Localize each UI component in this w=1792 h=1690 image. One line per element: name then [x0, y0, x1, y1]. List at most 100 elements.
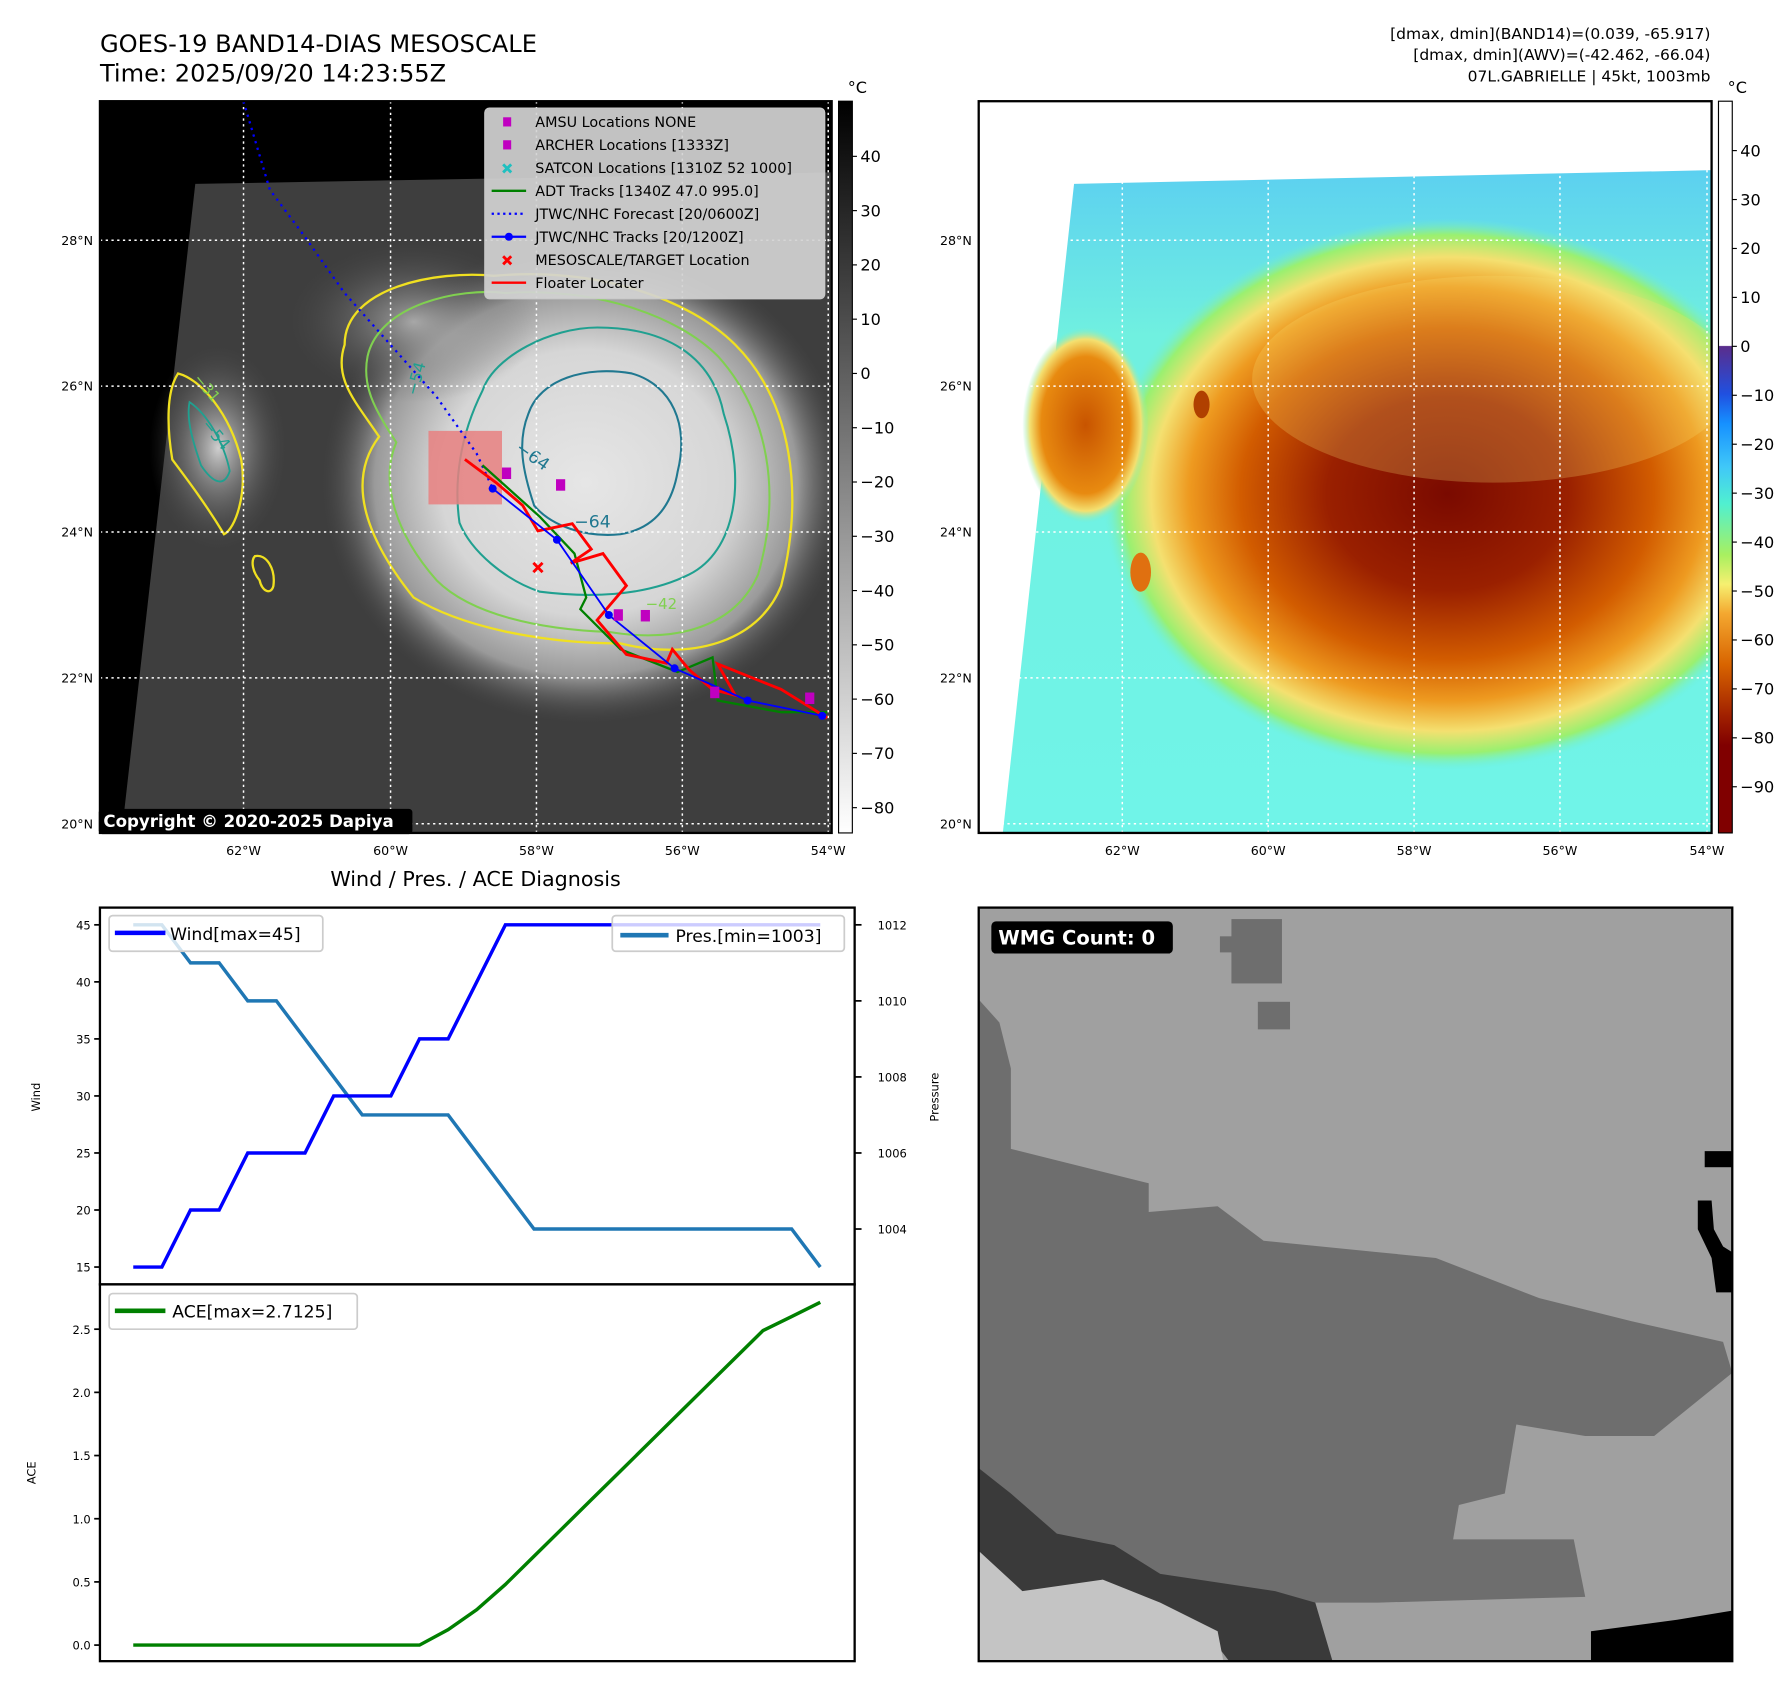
ir-map: −64 −64 −54 −54 −31 −42 Copyright © 2020…: [61, 78, 894, 858]
contour-teal: [456, 326, 737, 596]
colorbar-tick-label: 20: [860, 256, 880, 275]
colorbar-tick-label: −20: [1740, 435, 1774, 454]
archer-location-marker: [501, 467, 512, 480]
figure-title: GOES-19 BAND14-DIAS MESOSCALE: [100, 30, 537, 58]
legend-item: ARCHER Locations [1333Z]: [503, 138, 729, 154]
ace-tick-label: 2.5: [72, 1323, 90, 1337]
contour-west-island-teal: [187, 400, 231, 483]
jtwc-track-point: [743, 696, 752, 705]
colorbar-tick-label: −60: [860, 690, 894, 709]
ir-lon-labels: 62°W 60°W 58°W 56°W 54°W: [226, 843, 846, 858]
ace-series-line: [133, 1300, 822, 1647]
contour-label: −64: [574, 512, 610, 532]
colorbar-tick-label: 40: [1740, 141, 1760, 160]
wind-tick-label: 20: [76, 1204, 91, 1218]
lat-label: 24°N: [61, 525, 93, 540]
copyright-box: [98, 808, 413, 835]
colorbar-tick-label: 0: [1740, 337, 1750, 356]
lon-label: 62°W: [226, 843, 261, 858]
jtwc-track-point: [670, 664, 679, 673]
colorbar-tick-label: 0: [860, 364, 870, 383]
legend-label: Floater Locater: [535, 276, 643, 292]
awv-gridlines: [978, 101, 1712, 833]
wind-tick-label: 45: [76, 918, 91, 932]
legend-label: ARCHER Locations [1333Z]: [535, 138, 729, 154]
storm-tracks: [242, 101, 829, 720]
wind-tick-label: 40: [76, 975, 91, 989]
legend-item: MESOSCALE/TARGET Location: [502, 253, 750, 269]
ace-tick-label: 1.0: [72, 1512, 90, 1526]
colorbar-tick-label: −30: [1740, 484, 1774, 503]
pressure-tick-label: 1008: [878, 1071, 907, 1085]
colorbar-unit: °C: [848, 78, 867, 97]
pressure-tick-label: 1012: [878, 918, 907, 932]
colorbar-tick-label: −40: [1740, 533, 1774, 552]
lon-label: 62°W: [1105, 843, 1140, 858]
legend-item: SATCON Locations [1310Z 52 1000]: [502, 161, 792, 177]
contour-small-cell: [251, 554, 275, 593]
lon-label: 56°W: [665, 843, 700, 858]
stats-band14: [dmax, dmin](BAND14)=(0.039, -65.917): [1390, 25, 1710, 43]
colorbar-tick-label: 40: [860, 147, 880, 166]
lat-label: 26°N: [61, 379, 93, 394]
legend-label: MESOSCALE/TARGET Location: [535, 253, 749, 269]
lat-label: 28°N: [61, 233, 93, 248]
contour-west-island: [167, 372, 244, 536]
legend-label: Pres.[min=1003]: [675, 927, 821, 947]
dot-icon: [504, 232, 513, 241]
colorbar-tick-label: −80: [1740, 729, 1774, 748]
archer-location-marker: [710, 686, 720, 699]
ace-tick-label: 1.5: [72, 1449, 90, 1463]
legend-item: JTWC/NHC Tracks [20/1200Z]: [491, 230, 744, 246]
ace-axis-label: ACE: [25, 1461, 39, 1484]
archer-location-marker: [640, 609, 650, 622]
square-marker-icon: [503, 117, 512, 127]
lon-label: 54°W: [811, 843, 846, 858]
chart-title: Wind / Pres. / ACE Diagnosis: [330, 867, 620, 891]
wmg-count-box: [991, 921, 1173, 954]
colorbar-unit: °C: [1728, 78, 1747, 97]
lat-label: 26°N: [940, 379, 972, 394]
legend-label: ADT Tracks [1340Z 47.0 995.0]: [535, 184, 758, 200]
legend-item: AMSU Locations NONE: [503, 115, 696, 131]
lon-label: 58°W: [1397, 843, 1432, 858]
lat-label: 20°N: [61, 816, 93, 831]
wind-tick-label: 30: [76, 1090, 91, 1104]
lon-label: 60°W: [373, 843, 408, 858]
legend-label: SATCON Locations [1310Z 52 1000]: [535, 161, 792, 177]
pressure-series-line: [133, 923, 822, 1269]
legend-label: JTWC/NHC Forecast [20/0600Z]: [534, 207, 759, 223]
lat-label: 20°N: [940, 816, 972, 831]
x-marker-icon: [502, 255, 513, 266]
lon-label: 58°W: [519, 843, 554, 858]
lon-label: 60°W: [1251, 843, 1286, 858]
colorbar-tick-label: −10: [860, 418, 894, 437]
colorbar-tick-label: −80: [860, 798, 894, 817]
legend-item: Floater Locater: [491, 276, 644, 292]
lat-label: 28°N: [940, 233, 972, 248]
ace-tick-label: 0.5: [72, 1575, 90, 1589]
wind-legend: Wind[max=45]: [108, 914, 324, 953]
legend-label: JTWC/NHC Tracks [20/1200Z]: [534, 230, 743, 246]
contour-label: −42: [646, 595, 678, 613]
colorbar-tick-label: −20: [860, 473, 894, 492]
x-marker-icon: [502, 163, 513, 174]
lat-label: 24°N: [940, 525, 972, 540]
colorbar-tick-label: −50: [860, 636, 894, 655]
legend-item: ADT Tracks [1340Z 47.0 995.0]: [491, 184, 759, 200]
legend-label: Wind[max=45]: [170, 925, 301, 945]
archer-location-marker: [556, 479, 566, 491]
colorbar-tick-label: −30: [860, 527, 894, 546]
colorbar-tick-label: −40: [860, 581, 894, 600]
colorbar-tick-label: −60: [1740, 631, 1774, 650]
ace-chart: 0.0 0.5 1.0 1.5 2.0 2.5 ACE ACE[max=2.7125]: [25, 1283, 856, 1663]
pressure-axis-label: Pressure: [928, 1073, 942, 1122]
jtwc-track-point: [604, 610, 613, 620]
figure-time: Time: 2025/09/20 14:23:55Z: [99, 60, 446, 88]
ir-lat-labels: 28°N 26°N 24°N 22°N 20°N: [61, 233, 93, 832]
legend-label: AMSU Locations NONE: [535, 115, 696, 131]
copyright-text: Copyright © 2020-2025 Dapiya: [103, 812, 393, 831]
lon-label: 56°W: [1543, 843, 1578, 858]
colorbar-tick-label: −90: [1740, 778, 1774, 797]
ace-legend: ACE[max=2.7125]: [108, 1292, 359, 1331]
